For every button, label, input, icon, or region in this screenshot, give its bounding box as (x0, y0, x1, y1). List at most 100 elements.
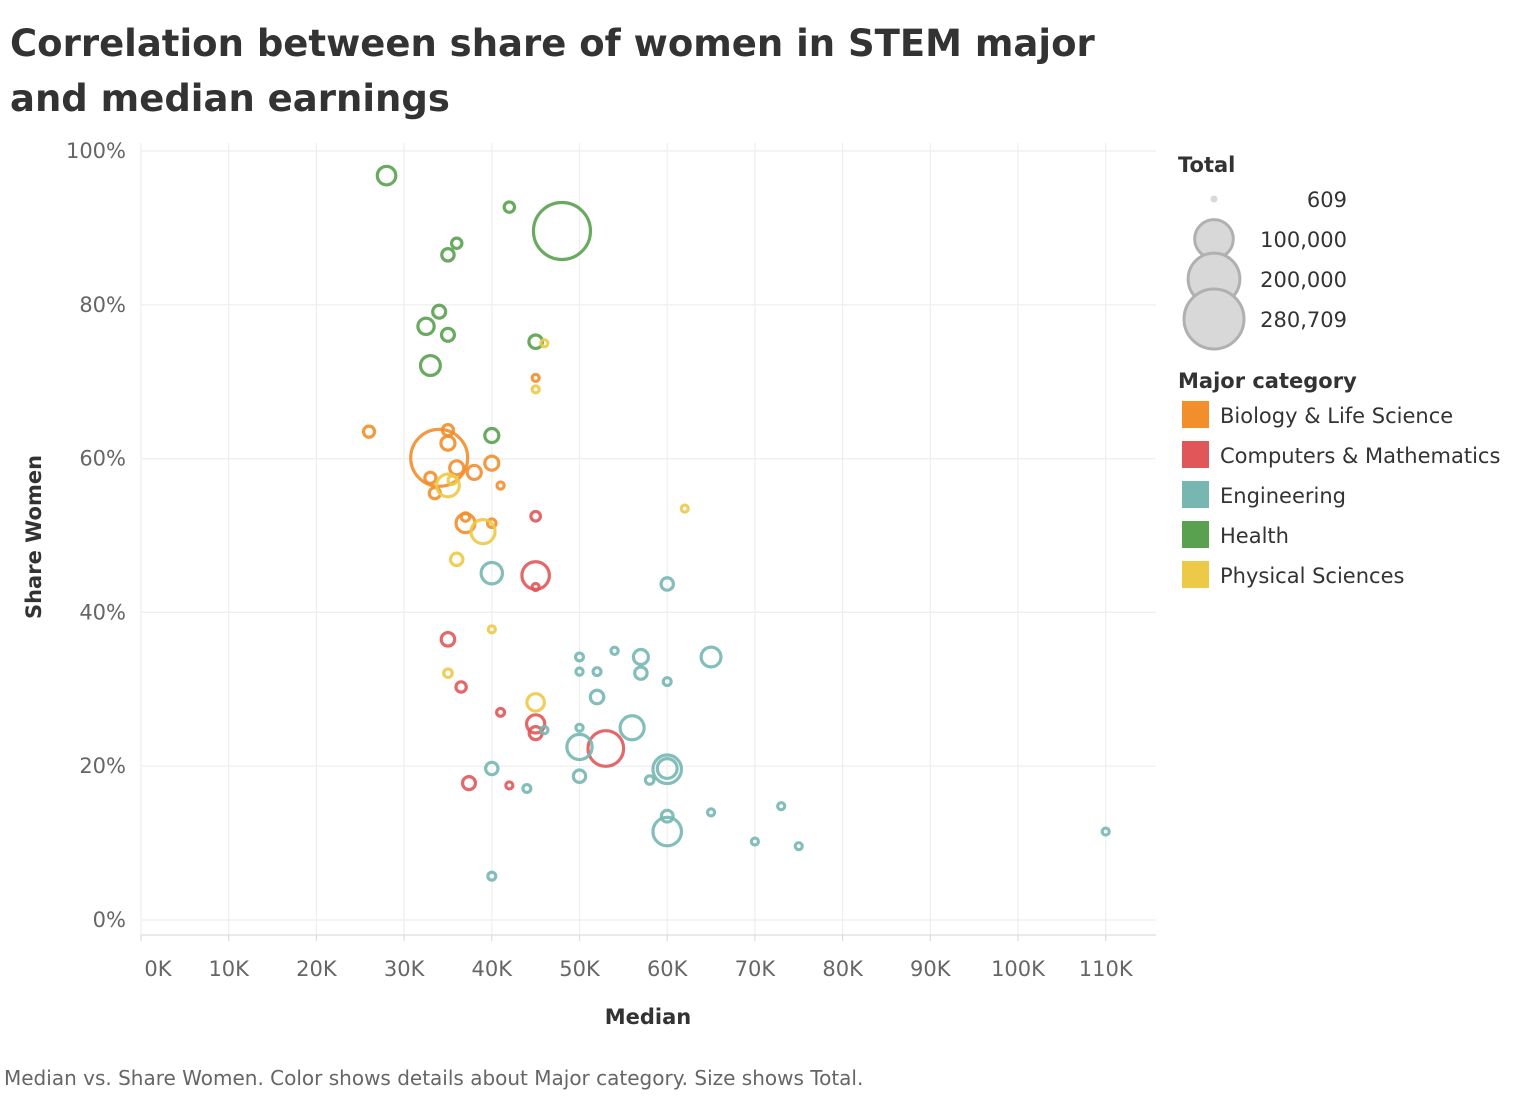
size-legend-label: 280,709 (1260, 308, 1347, 332)
color-legend-label: Biology & Life Science (1220, 404, 1453, 428)
y-tick-label: 60% (79, 447, 126, 471)
y-axis-title: Share Women (22, 455, 46, 619)
data-point (448, 551, 465, 568)
x-tick-label: 110K (1079, 957, 1134, 981)
data-point (525, 692, 546, 713)
y-tick-label: 0% (93, 908, 126, 932)
x-tick-label: 40K (472, 957, 514, 981)
chart-title: Correlation between share of women in ST… (10, 22, 1095, 120)
data-point (591, 666, 603, 678)
data-point (574, 666, 585, 677)
size-legend-label: 200,000 (1260, 268, 1347, 292)
data-point (409, 427, 470, 488)
data-point (659, 808, 675, 824)
data-point (521, 782, 533, 795)
data-point (423, 470, 438, 485)
data-point (431, 303, 448, 320)
data-point (454, 680, 468, 694)
color-legend-swatch (1182, 481, 1209, 508)
x-tick-label: 0K (144, 957, 172, 981)
data-point (655, 756, 679, 781)
color-legend-swatch (1182, 401, 1209, 428)
data-point (776, 801, 787, 812)
x-tick-label: 20K (296, 957, 338, 981)
y-axis: 0% 20% 40% 60% 80% 100% (66, 139, 126, 932)
x-tick-label: 10K (208, 957, 250, 981)
data-point (449, 236, 464, 251)
data-point (502, 200, 517, 214)
data-point (483, 426, 501, 445)
data-point (793, 841, 804, 852)
data-point (539, 724, 550, 736)
grid (140, 143, 1156, 936)
data-point (586, 729, 626, 768)
color-legend-label: Engineering (1220, 484, 1346, 508)
data-point (439, 326, 457, 343)
x-tick-label: 80K (822, 957, 864, 981)
data-point (588, 688, 606, 706)
color-legend-swatch (1182, 561, 1209, 588)
data-point (529, 509, 542, 523)
data-point (479, 560, 505, 586)
data-point (486, 624, 497, 635)
data-point (659, 576, 675, 592)
y-tick-label: 100% (66, 139, 126, 163)
data-point (679, 503, 690, 514)
data-point (483, 454, 501, 472)
data-point (705, 807, 717, 818)
data-point (484, 760, 500, 777)
data-point (571, 768, 588, 784)
data-point (465, 463, 483, 482)
data-point (651, 815, 684, 848)
data-point (749, 836, 761, 847)
chart-caption: Median vs. Share Women. Color shows deta… (4, 1066, 864, 1090)
size-legend-label: 100,000 (1260, 228, 1347, 252)
data-point (495, 706, 507, 718)
data-point (573, 651, 586, 663)
y-tick-label: 20% (79, 754, 126, 778)
size-legend-label: 609 (1307, 188, 1347, 212)
data-point (446, 474, 459, 486)
x-tick-label: 100K (991, 957, 1046, 981)
data-point (486, 870, 498, 882)
data-point (530, 384, 541, 395)
data-point (434, 472, 461, 499)
data-point (504, 780, 515, 791)
data-point (531, 200, 593, 262)
data-point (448, 459, 466, 477)
data-point (418, 354, 442, 378)
data-point (633, 665, 649, 681)
color-legend-title: Major category (1178, 369, 1357, 393)
data-point (460, 775, 478, 792)
data-point (524, 713, 547, 735)
data-point (539, 338, 550, 349)
data-point (361, 424, 377, 439)
data-point (485, 517, 498, 530)
y-tick-label: 80% (79, 293, 126, 317)
x-tick-label: 50K (559, 957, 601, 981)
x-tick-label: 70K (735, 957, 777, 981)
data-point (661, 676, 673, 688)
x-tick-label: 60K (647, 957, 689, 981)
size-legend-circle (1182, 287, 1246, 351)
data-point (574, 722, 585, 733)
data-point (495, 480, 506, 491)
data-point (439, 434, 457, 452)
data-point (440, 247, 456, 263)
data-point (565, 732, 594, 762)
color-legend-label: Health (1220, 524, 1289, 548)
x-tick-label: 30K (384, 957, 426, 981)
data-point (530, 581, 541, 593)
color-legend: Major category Biology & Life Science Comp… (1178, 369, 1500, 588)
data-point (530, 372, 541, 383)
data-point (618, 714, 646, 742)
y-tick-label: 40% (79, 600, 126, 624)
size-legend: Total 609 100,000 200,000 280,709 (1178, 153, 1347, 351)
color-legend-swatch (1182, 521, 1209, 548)
data-points (361, 164, 1111, 882)
data-point (1100, 826, 1111, 837)
data-point (699, 645, 723, 669)
data-point (375, 164, 398, 187)
x-axis-title: Median (605, 1005, 692, 1029)
